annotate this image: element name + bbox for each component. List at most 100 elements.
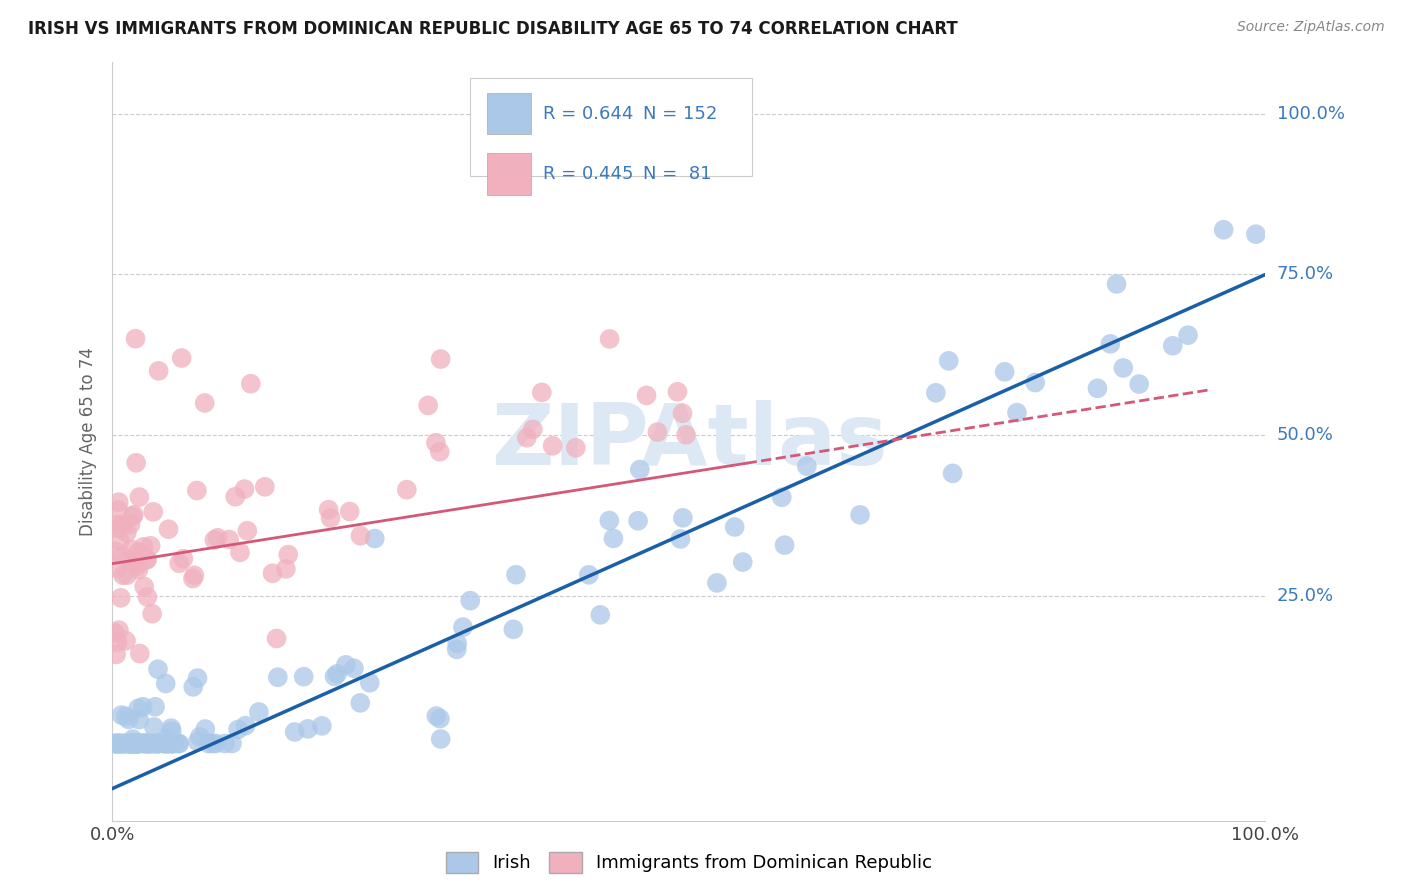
Point (1212, 223, 1234, 237)
Point (675, 427, 697, 442)
Point (156, 737, 179, 751)
Point (226, 723, 249, 737)
Point (108, 533, 131, 548)
Point (172, 551, 194, 566)
Point (143, 699, 166, 714)
Text: 100.0%: 100.0% (1277, 105, 1346, 123)
Point (197, 737, 219, 751)
Point (706, 575, 728, 590)
Point (724, 520, 747, 534)
Point (155, 676, 177, 690)
Point (160, 724, 183, 739)
Point (267, 670, 290, 684)
Point (323, 669, 346, 683)
Point (731, 555, 754, 569)
Point (127, 737, 149, 751)
Point (770, 490, 793, 504)
Point (114, 737, 136, 751)
Text: R = 0.644: R = 0.644 (543, 104, 633, 122)
Point (148, 364, 170, 378)
Point (349, 529, 371, 543)
Point (132, 699, 155, 714)
Point (118, 737, 141, 751)
Text: N =  81: N = 81 (643, 165, 711, 183)
Text: R = 0.445: R = 0.445 (543, 165, 633, 183)
Point (425, 709, 447, 723)
Point (186, 483, 208, 498)
Point (598, 514, 620, 528)
Point (181, 572, 204, 586)
Point (1244, 227, 1267, 242)
Point (111, 737, 134, 751)
Point (194, 722, 217, 736)
Point (104, 737, 127, 751)
Point (530, 385, 553, 400)
Point (1087, 381, 1109, 395)
Point (136, 737, 159, 751)
Point (135, 553, 157, 567)
Point (105, 737, 128, 751)
Point (115, 633, 138, 648)
Point (167, 556, 190, 570)
Point (107, 495, 129, 509)
Point (229, 545, 252, 559)
Point (120, 554, 142, 568)
Point (204, 737, 226, 751)
Point (669, 532, 692, 546)
Point (326, 666, 349, 681)
Point (224, 490, 246, 504)
Point (138, 737, 160, 751)
Point (121, 542, 143, 557)
Point (247, 705, 270, 719)
Point (253, 480, 276, 494)
Point (111, 737, 134, 751)
Point (156, 731, 179, 746)
Point (120, 737, 142, 751)
Point (104, 626, 127, 640)
Point (141, 737, 163, 751)
Point (127, 701, 149, 715)
Point (157, 522, 180, 536)
Point (429, 731, 451, 746)
Point (115, 525, 138, 540)
Point (121, 737, 143, 751)
Point (128, 737, 150, 751)
Point (136, 737, 159, 751)
Point (589, 607, 612, 622)
Point (541, 439, 564, 453)
Point (128, 545, 150, 559)
Text: N = 152: N = 152 (643, 104, 717, 122)
Point (425, 435, 447, 450)
Text: Source: ZipAtlas.com: Source: ZipAtlas.com (1237, 20, 1385, 34)
Point (110, 737, 132, 751)
Point (429, 712, 451, 726)
Point (146, 737, 169, 751)
Y-axis label: Disability Age 65 to 74: Disability Age 65 to 74 (79, 347, 97, 536)
Point (120, 517, 142, 532)
Bar (488, 93, 531, 135)
Point (666, 384, 689, 399)
Point (134, 737, 156, 751)
Point (429, 352, 451, 367)
Point (111, 568, 134, 582)
Point (516, 431, 538, 445)
Point (343, 661, 366, 675)
Point (105, 635, 128, 649)
Point (335, 657, 357, 672)
Point (188, 730, 211, 744)
Point (157, 737, 180, 751)
Point (146, 662, 169, 676)
Point (105, 737, 128, 751)
Point (994, 365, 1017, 379)
Point (418, 398, 440, 412)
Point (118, 737, 141, 751)
Point (194, 396, 217, 410)
Point (239, 376, 262, 391)
Point (127, 737, 149, 751)
Point (121, 737, 143, 751)
Point (107, 521, 129, 535)
Point (122, 732, 145, 747)
Point (1161, 339, 1184, 353)
Point (107, 561, 129, 575)
Point (139, 737, 162, 751)
